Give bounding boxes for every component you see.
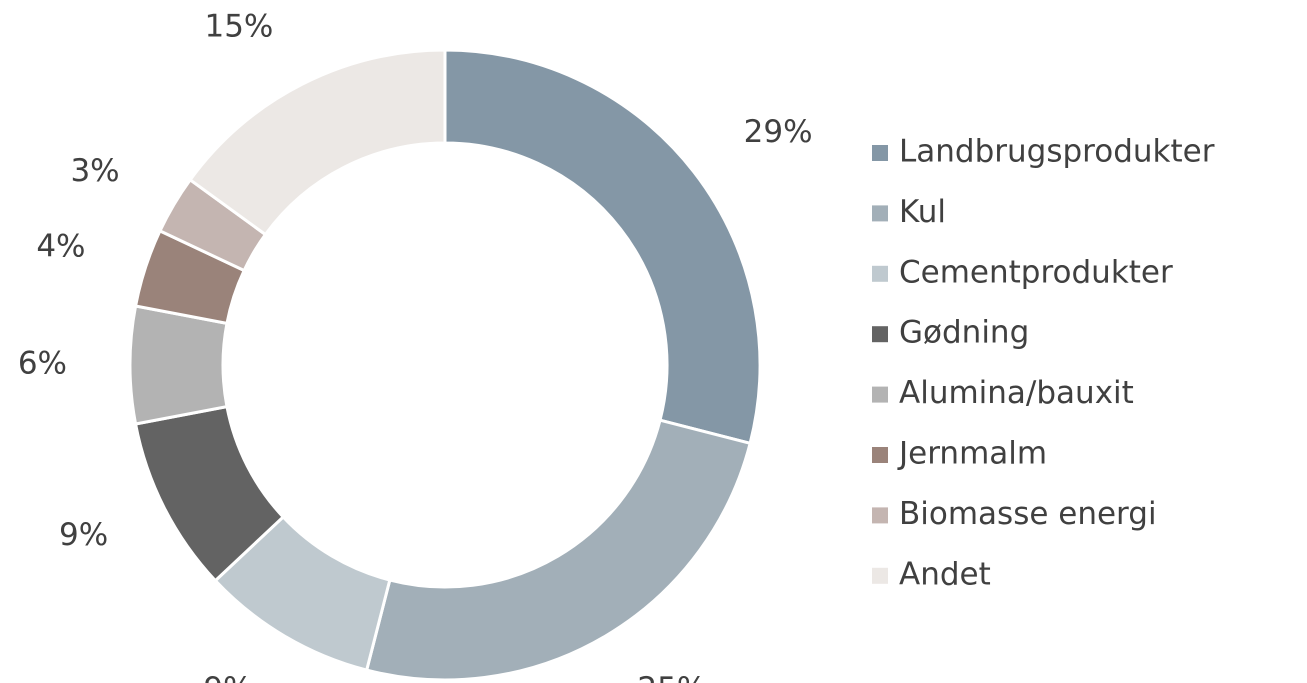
legend-swatch xyxy=(872,326,888,343)
legend-label: Biomasse energi xyxy=(899,496,1157,532)
legend-swatch xyxy=(872,386,888,403)
legend-swatch xyxy=(872,507,888,524)
legend-label: Gødning xyxy=(899,315,1029,351)
legend-label: Alumina/bauxit xyxy=(899,375,1134,411)
legend-swatch xyxy=(872,205,888,222)
data-label: 29% xyxy=(744,114,813,150)
legend-swatch xyxy=(872,145,888,161)
donut-slice xyxy=(128,304,229,426)
data-label: 6% xyxy=(18,346,67,382)
legend-label: Jernmalm xyxy=(897,436,1047,472)
donut-slice xyxy=(443,48,762,446)
data-label: 4% xyxy=(36,229,85,265)
legend-swatch xyxy=(872,447,888,463)
data-label: 15% xyxy=(204,9,273,45)
legend-swatch xyxy=(872,567,888,584)
legend-label: Cementprodukter xyxy=(899,254,1173,290)
legend-label: Landbrugsprodukter xyxy=(899,134,1215,170)
data-label: 9% xyxy=(203,671,252,683)
legend-label: Andet xyxy=(899,556,991,592)
legend-swatch xyxy=(872,265,888,282)
data-label: 3% xyxy=(70,153,119,189)
data-label: 9% xyxy=(59,517,108,553)
legend-label: Kul xyxy=(899,194,946,230)
donut-slice xyxy=(188,48,447,237)
donut-slice xyxy=(364,418,752,682)
data-label: 25% xyxy=(637,671,706,683)
